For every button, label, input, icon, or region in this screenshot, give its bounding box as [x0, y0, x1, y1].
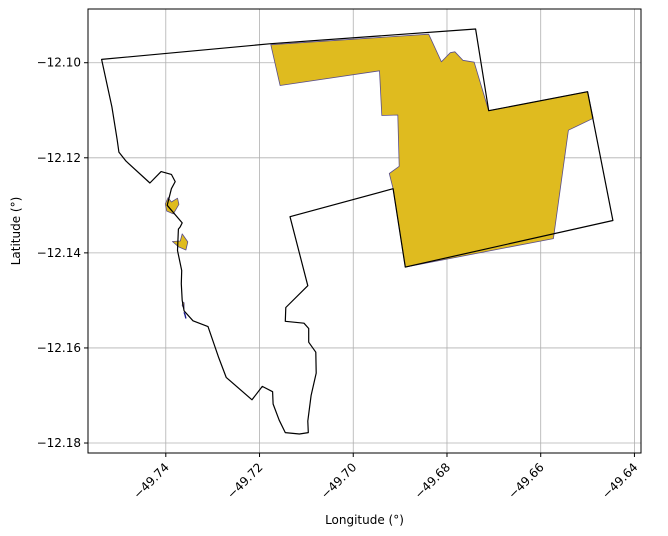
x-tick-label: −49.64	[599, 460, 640, 501]
x-tick-label: −49.72	[224, 460, 265, 501]
x-axis-ticks: −49.74 −49.72 −49.70 −49.68 −49.66 −49.64	[131, 453, 641, 502]
fill-main_parcel	[270, 33, 594, 268]
x-axis-label: Longitude (°)	[325, 513, 404, 527]
y-tick-label: −12.16	[37, 341, 81, 355]
small-segment	[183, 312, 187, 319]
grid	[88, 9, 641, 453]
x-tick-label: −49.66	[506, 460, 547, 501]
x-tick-label: −49.68	[412, 460, 453, 501]
fill-islet_b	[171, 233, 189, 251]
y-axis-label: Latitude (°)	[9, 197, 23, 266]
plot-frame	[87, 8, 642, 454]
y-tick-label: −12.18	[37, 436, 81, 450]
y-tick-label: −12.14	[37, 246, 81, 260]
small-segment-line	[183, 312, 187, 319]
parcel-fills	[164, 33, 594, 309]
municipal-boundary	[100, 28, 614, 435]
x-tick-label: −49.74	[131, 460, 172, 501]
y-tick-label: −12.10	[37, 56, 81, 70]
y-axis-ticks: −12.10 −12.12 −12.14 −12.16 −12.18	[37, 56, 88, 450]
x-tick-label: −49.70	[318, 460, 359, 501]
y-tick-label: −12.12	[37, 151, 81, 165]
boundary-outline	[100, 28, 614, 435]
